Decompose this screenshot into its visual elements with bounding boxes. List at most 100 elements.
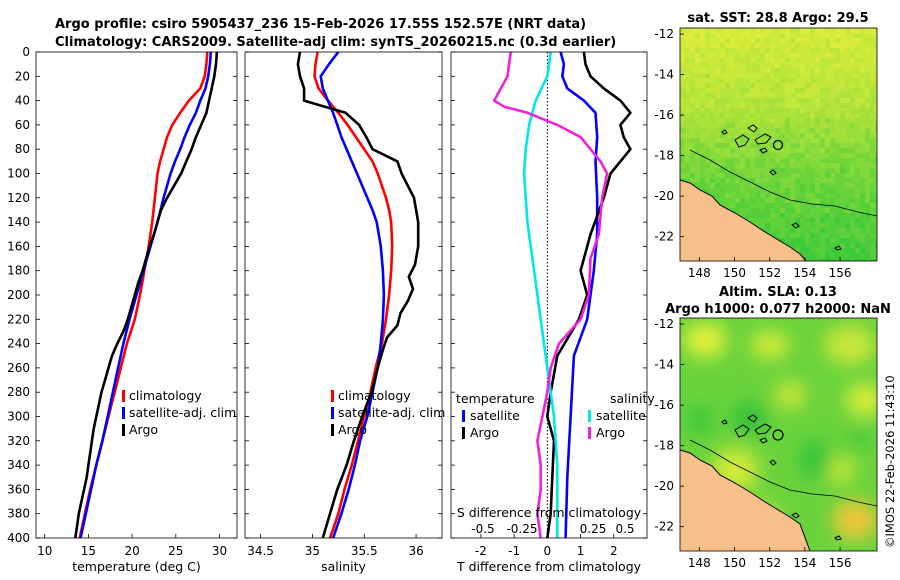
sst-cell (755, 63, 760, 68)
sst-cell (790, 33, 795, 38)
sst-cell (775, 193, 780, 198)
sst-cell (845, 188, 850, 193)
sst-cell (735, 198, 740, 203)
sst-cell (780, 123, 785, 128)
sst-cell (690, 168, 695, 173)
sst-cell (815, 128, 820, 133)
sst-cell (700, 58, 705, 63)
sst-cell (770, 153, 775, 158)
sst-cell (815, 53, 820, 58)
sst-cell (700, 83, 705, 88)
sst-cell (720, 133, 725, 138)
sst-cell (690, 118, 695, 123)
sst-cell (740, 38, 745, 43)
sst-cell (850, 73, 855, 78)
sst-cell (865, 28, 870, 33)
sst-cell (860, 258, 865, 261)
sst-cell (835, 248, 840, 253)
sst-cell (785, 188, 790, 193)
sst-cell (810, 93, 815, 98)
sst-cell (825, 98, 830, 103)
sst-cell (840, 28, 845, 33)
sst-cell (795, 68, 800, 73)
sst-cell (820, 123, 825, 128)
sst-cell (875, 68, 877, 73)
sst-cell (730, 108, 735, 113)
sst-cell (785, 183, 790, 188)
sst-cell (840, 33, 845, 38)
sst-cell (765, 143, 770, 148)
sst-cell (820, 148, 825, 153)
sst-cell (790, 28, 795, 33)
sst-cell (740, 208, 745, 213)
sst-cell (795, 208, 800, 213)
sst-cell (745, 133, 750, 138)
sst-cell (695, 48, 700, 53)
sst-cell (795, 203, 800, 208)
sst-cell (810, 63, 815, 68)
sst-cell (875, 113, 877, 118)
sst-map-title: sat. SST: 28.8 Argo: 29.5 (687, 11, 868, 26)
sst-cell (810, 248, 815, 253)
sst-cell (755, 113, 760, 118)
sst-cell (805, 213, 810, 218)
sst-cell (695, 148, 700, 153)
sst-cell (740, 68, 745, 73)
sst-cell (835, 93, 840, 98)
sst-cell (775, 98, 780, 103)
sst-cell (770, 28, 775, 33)
sst-cell (855, 243, 860, 248)
sst-cell (685, 63, 690, 68)
sst-cell (685, 88, 690, 93)
sst-cell (710, 103, 715, 108)
sst-cell (815, 218, 820, 223)
sst-cell (755, 88, 760, 93)
sst-cell (870, 38, 875, 43)
sst-cell (875, 73, 877, 78)
sst-cell (845, 83, 850, 88)
sst-cell (760, 163, 765, 168)
sst-cell (775, 113, 780, 118)
sst-cell (810, 128, 815, 133)
sst-cell (685, 128, 690, 133)
sst-cell (855, 73, 860, 78)
sst-cell (700, 163, 705, 168)
sst-cell (720, 128, 725, 133)
sst-cell (855, 203, 860, 208)
sst-cell (805, 253, 810, 258)
sst-cell (810, 123, 815, 128)
sst-cell (800, 168, 805, 173)
sst-cell (770, 98, 775, 103)
sst-cell (840, 173, 845, 178)
sst-cell (865, 173, 870, 178)
sst-cell (870, 88, 875, 93)
sst-cell (685, 98, 690, 103)
sst-cell (855, 213, 860, 218)
sst-cell (820, 183, 825, 188)
sst-cell (825, 168, 830, 173)
top-axis-label: S difference from climatology (457, 505, 642, 520)
sst-cell (700, 128, 705, 133)
sst-cell (735, 203, 740, 208)
sst-cell (735, 73, 740, 78)
sst-cell (805, 218, 810, 223)
sst-cell (850, 258, 855, 261)
sst-cell (810, 98, 815, 103)
sst-cell (825, 193, 830, 198)
sst-cell (800, 228, 805, 233)
sst-cell (755, 98, 760, 103)
sst-cell (830, 128, 835, 133)
sst-cell (805, 183, 810, 188)
sst-cell (775, 78, 780, 83)
sst-cell (760, 38, 765, 43)
sst-cell (695, 83, 700, 88)
sst-cell (840, 223, 845, 228)
sst-cell (785, 88, 790, 93)
sst-cell (760, 88, 765, 93)
sst-cell (680, 73, 685, 78)
sst-cell (685, 48, 690, 53)
sst-cell (790, 108, 795, 113)
sst-cell (790, 48, 795, 53)
sst-cell (785, 113, 790, 118)
sst-cell (865, 53, 870, 58)
